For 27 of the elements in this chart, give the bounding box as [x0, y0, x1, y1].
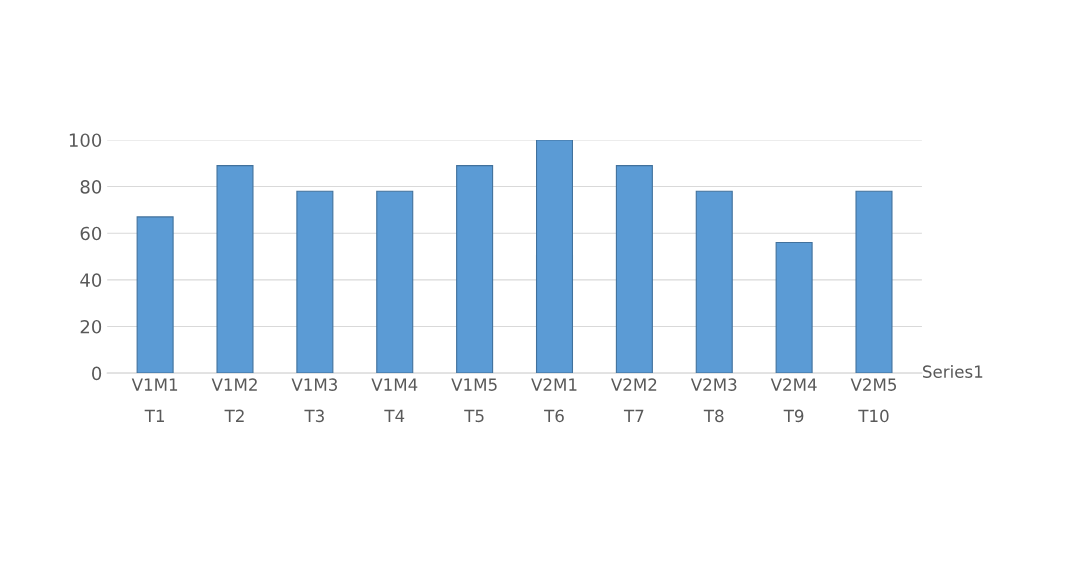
- y-tick-label: 60: [80, 226, 102, 241]
- bar: [376, 190, 414, 374]
- bar: [775, 241, 813, 374]
- bar: [855, 190, 893, 374]
- bar: [136, 216, 174, 374]
- bar: [216, 165, 254, 374]
- bar: [695, 190, 733, 374]
- y-tick-label: 100: [69, 133, 102, 148]
- bar: [535, 139, 574, 374]
- x-tick-label: V1M5 T5: [451, 378, 497, 423]
- x-tick-label: V2M4 T9: [770, 378, 817, 423]
- series-label: Series1: [923, 365, 983, 378]
- x-tick-label: V1M3 T3: [291, 378, 338, 423]
- x-tick-label: V2M2 T7: [611, 378, 657, 422]
- bar: [456, 165, 494, 374]
- x-tick-label: V1M2 T2: [211, 378, 257, 422]
- y-tick-label: 80: [80, 180, 102, 194]
- x-tick-label: V2M3 T8: [690, 378, 737, 423]
- bar: [296, 190, 334, 374]
- x-tick-label: V1M1 T1: [131, 378, 178, 422]
- x-tick-label: V2M5 T10: [850, 378, 897, 423]
- bar: [615, 165, 653, 374]
- x-tick-label: V1M4 T4: [371, 378, 418, 422]
- y-tick-label: 0: [92, 366, 102, 381]
- y-tick-label: 20: [80, 319, 102, 334]
- x-tick-label: V2M1 T6: [531, 378, 577, 423]
- y-tick-label: 40: [80, 273, 102, 287]
